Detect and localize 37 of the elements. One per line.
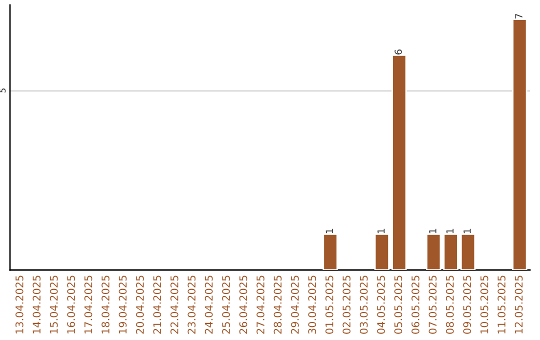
x-tick-label: 18.04.2025 xyxy=(102,276,110,334)
x-tick-label: 15.04.2025 xyxy=(50,276,58,334)
x-tick-label: 04.05.2025 xyxy=(377,276,385,334)
data-label: 7 xyxy=(515,14,522,19)
x-tick-label: 26.04.2025 xyxy=(239,276,248,334)
x-tick-label: 07.05.2025 xyxy=(428,276,437,334)
data-label: 1 xyxy=(429,228,436,234)
x-tick-label: 27.04.2025 xyxy=(256,276,264,334)
x-tick-label: 24.04.2025 xyxy=(204,276,213,334)
x-tick-label: 13.04.2025 xyxy=(15,276,24,334)
x-tick-label: 29.04.2025 xyxy=(290,276,299,334)
x-tick-label: 19.04.2025 xyxy=(118,276,127,334)
x-tick-label: 10.05.2025 xyxy=(480,276,488,334)
x-tick-label: 09.05.2025 xyxy=(463,276,472,334)
x-tick-label: 11.05.2025 xyxy=(498,276,506,334)
data-label: 1 xyxy=(326,228,333,234)
x-tick-label: 03.05.2025 xyxy=(360,276,368,334)
x-tick-label: 20.04.2025 xyxy=(136,276,144,334)
x-tick-label: 16.04.2025 xyxy=(67,276,76,334)
data-label: 1 xyxy=(378,228,385,234)
x-tick-label: 14.04.2025 xyxy=(32,276,41,334)
x-tick-label: 30.04.2025 xyxy=(308,276,316,334)
x-tick-label: 21.04.2025 xyxy=(153,276,162,334)
x-tick-label: 02.05.2025 xyxy=(342,276,351,334)
x-tick-label: 01.05.2025 xyxy=(325,276,334,334)
data-label: 1 xyxy=(464,228,471,234)
x-tick-label: 12.05.2025 xyxy=(514,276,523,334)
x-tick-label: 28.04.2025 xyxy=(274,276,282,334)
x-tick-label: 25.04.2025 xyxy=(222,276,230,334)
data-label: 6 xyxy=(394,50,402,54)
x-tick-label: 08.05.2025 xyxy=(446,276,454,334)
data-label: 1 xyxy=(446,228,454,234)
x-tick-label: 05.05.2025 xyxy=(394,276,402,334)
x-tick-label: 23.04.2025 xyxy=(188,276,196,334)
x-tick-label: 22.04.2025 xyxy=(170,276,178,334)
x-tick-label: 17.04.2025 xyxy=(84,276,92,334)
x-tick-label: 06.05.2025 xyxy=(412,276,420,334)
